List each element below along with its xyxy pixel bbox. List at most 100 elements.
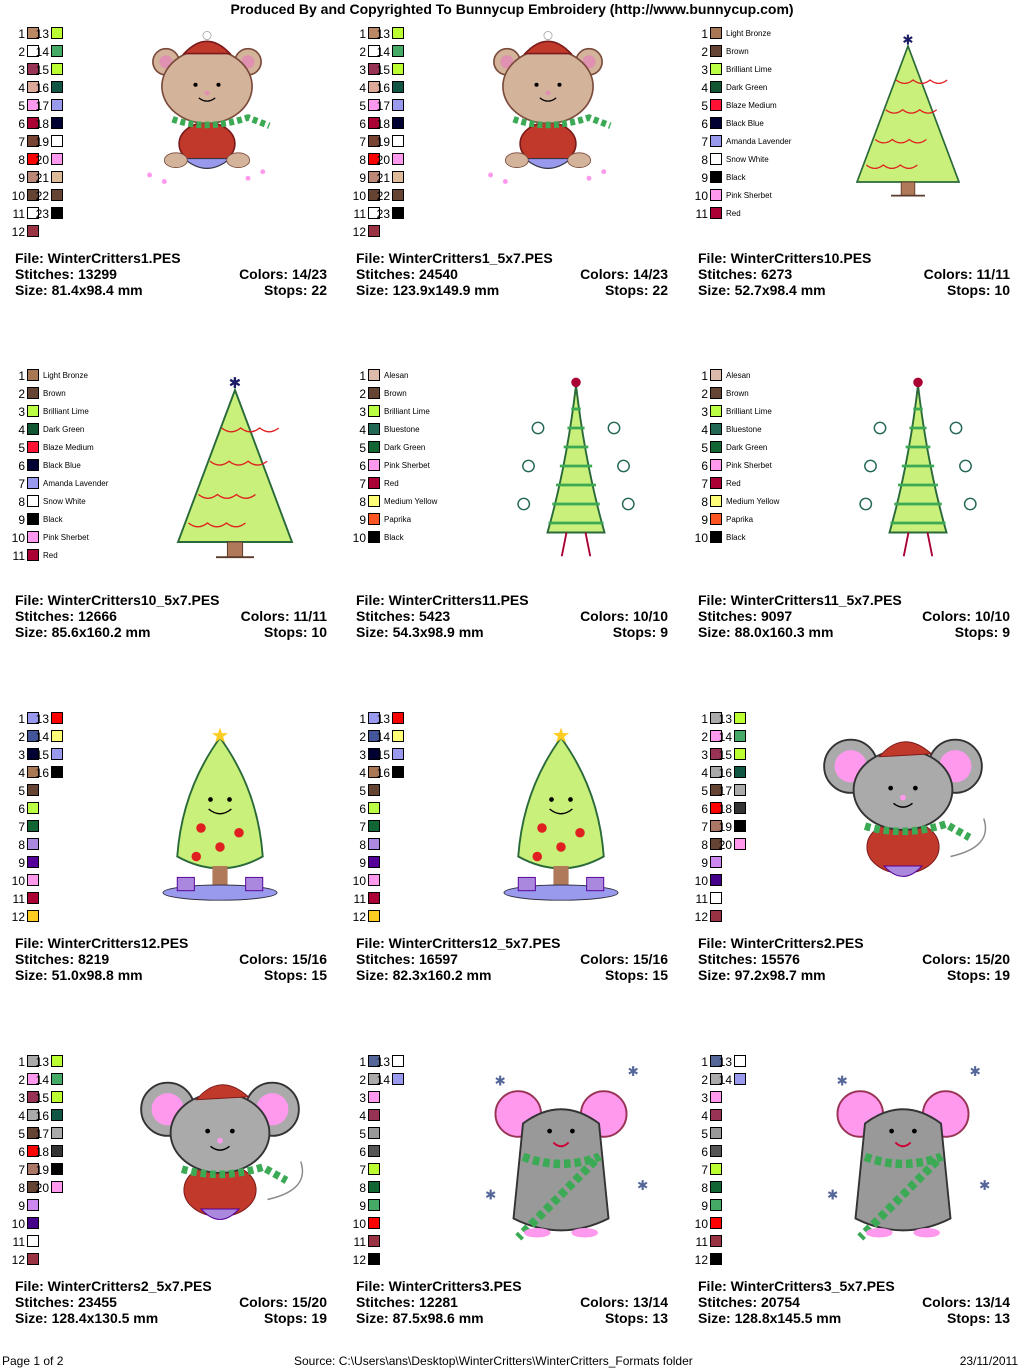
color-number: 6: [18, 802, 25, 816]
color-number: 5: [18, 784, 25, 798]
color-chip: [51, 207, 63, 219]
design-card: 1 Light Bronze 2 Brown 3 Brilliant Lime 4 Dark …: [695, 24, 1024, 344]
color-name: Amanda Lavender: [726, 137, 792, 146]
color-chip: [710, 117, 722, 129]
color-chip: [368, 459, 380, 471]
design-card: 1 2 3 4 5 6 7 8 9 10 11 12 13 14 ✱ ✱ ✱ ✱ File: WinterCritt…: [353, 1052, 686, 1372]
color-number: 3: [18, 1091, 25, 1105]
color-chip: [51, 171, 63, 183]
color-chip: [368, 838, 380, 850]
color-number: 5: [359, 441, 366, 455]
color-number: 11: [12, 1235, 25, 1249]
color-number: 10: [11, 1217, 25, 1231]
color-chip: [392, 189, 404, 201]
file-name: File: WinterCritters1.PES: [15, 250, 181, 266]
color-chip: [51, 712, 63, 724]
color-number: 14: [376, 45, 390, 59]
color-chip: [392, 712, 404, 724]
color-number: 11: [353, 207, 366, 221]
color-number: 15: [35, 63, 49, 77]
color-chip: [368, 784, 380, 796]
color-name: Red: [43, 551, 58, 560]
color-chip: [368, 766, 380, 778]
color-chip: [27, 802, 39, 814]
page-header: Produced By and Copyrighted To Bunnycup …: [230, 1, 794, 17]
color-name: Brown: [43, 389, 66, 398]
color-chip: [368, 99, 380, 111]
color-number: 5: [18, 441, 25, 455]
svg-text:✱: ✱: [495, 1074, 506, 1089]
color-number: 9: [359, 171, 366, 185]
color-number: 9: [359, 856, 366, 870]
color-number: 12: [352, 1253, 366, 1267]
color-number: 8: [359, 153, 366, 167]
color-chip: [51, 1091, 63, 1103]
color-chip: [27, 784, 39, 796]
color-number: 13: [376, 27, 390, 41]
color-chip: [368, 1217, 380, 1229]
color-number: 3: [359, 1091, 366, 1105]
color-chip: [710, 153, 722, 165]
color-name: Red: [384, 479, 399, 488]
color-number: 8: [701, 153, 708, 167]
color-chip: [27, 1199, 39, 1211]
color-chip: [710, 1109, 722, 1121]
color-number: 1: [18, 369, 25, 383]
color-chip: [368, 495, 380, 507]
file-name: File: WinterCritters10.PES: [698, 250, 872, 266]
color-number: 6: [359, 1145, 366, 1159]
color-number: 15: [376, 748, 390, 762]
page-number: Page 1 of 2: [2, 1354, 64, 1368]
color-chip: [27, 117, 39, 129]
color-count: Colors: 10/10: [580, 608, 668, 624]
color-chip: [51, 1055, 63, 1067]
color-number: 1: [359, 369, 366, 383]
embroidery-design-image: [859, 377, 977, 557]
color-chip: [368, 513, 380, 525]
color-chip: [27, 820, 39, 832]
color-number: 6: [701, 802, 708, 816]
color-number: 11: [12, 549, 25, 563]
color-name: Black: [384, 533, 404, 542]
stop-count: Stops: 19: [946, 967, 1010, 983]
color-number: 18: [718, 802, 732, 816]
color-count: Colors: 15/20: [239, 1294, 327, 1310]
color-chip: [392, 117, 404, 129]
color-chip: [27, 477, 39, 489]
color-chip: [710, 369, 722, 381]
color-number: 10: [352, 874, 366, 888]
color-number: 10: [694, 1217, 708, 1231]
color-number: 7: [701, 820, 708, 834]
stop-count: Stops: 10: [946, 282, 1010, 298]
color-chip: [710, 477, 722, 489]
color-number: 11: [12, 892, 25, 906]
color-chip: [392, 99, 404, 111]
embroidery-design-image: ★: [162, 725, 278, 901]
color-chip: [27, 856, 39, 868]
color-chip: [710, 892, 722, 904]
color-chip: [710, 45, 722, 57]
color-number: 7: [18, 135, 25, 149]
color-name: Dark Green: [384, 443, 426, 452]
color-number: 7: [359, 820, 366, 834]
color-chip: [51, 1073, 63, 1085]
color-chip: [710, 459, 722, 471]
color-number: 1: [18, 27, 25, 41]
color-number: 16: [35, 766, 49, 780]
color-chip: [710, 63, 722, 75]
color-chip: [392, 748, 404, 760]
embroidery-design-image: [488, 31, 612, 184]
color-number: 19: [376, 135, 390, 149]
design-size: Size: 54.3x98.9 mm: [356, 624, 484, 640]
color-name: Snow White: [43, 497, 86, 506]
color-number: 9: [701, 1199, 708, 1213]
color-chip: [27, 1109, 39, 1121]
color-number: 15: [35, 1091, 49, 1105]
color-number: 19: [35, 135, 49, 149]
color-count: Colors: 15/16: [239, 951, 327, 967]
color-chip: [27, 892, 39, 904]
color-chip: [392, 766, 404, 778]
file-name: File: WinterCritters11.PES: [356, 592, 529, 608]
stitch-count: Stitches: 6273: [698, 266, 793, 282]
design-card: 1 Alesan 2 Brown 3 Brilliant Lime 4 Bluestone 5 D…: [353, 366, 686, 686]
